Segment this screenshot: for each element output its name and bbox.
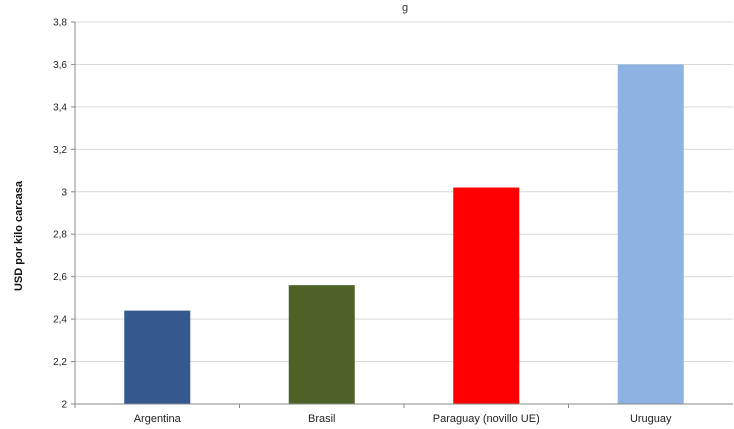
- y-tick-label: 2: [61, 400, 67, 411]
- y-tick-label: 3,2: [53, 145, 67, 156]
- y-tick-label: 3,8: [53, 18, 67, 29]
- y-tick-label: 2,2: [53, 357, 67, 368]
- bar-argentina: [124, 310, 191, 404]
- x-category-label: Paraguay (novillo UE): [433, 413, 540, 425]
- y-tick-label: 2,8: [53, 230, 67, 241]
- x-category-label: Brasil: [308, 413, 336, 425]
- y-tick-label: 3,4: [53, 102, 67, 113]
- bars: [124, 64, 684, 404]
- x-category-label: Argentina: [134, 413, 182, 425]
- bar-paraguay-novillo-ue: [453, 187, 520, 404]
- x-axis-labels: Argentina Brasil Paraguay (novillo UE) Urug…: [74, 404, 672, 425]
- y-axis-ticks: 2 2,2 2,4 2,6 2,8 3 3,2 3,4 3,6 3,8: [53, 18, 75, 411]
- bar-brasil: [288, 285, 355, 404]
- y-axis-title: USD por kilo carcasa: [13, 180, 25, 291]
- y-tick-label: 3: [61, 187, 67, 198]
- bar-uruguay: [617, 64, 684, 404]
- y-tick-label: 3,6: [53, 60, 67, 71]
- chart-title: g: [402, 2, 408, 14]
- y-tick-label: 2,4: [53, 315, 67, 326]
- x-category-label: Uruguay: [630, 413, 672, 425]
- y-tick-label: 2,6: [53, 272, 67, 283]
